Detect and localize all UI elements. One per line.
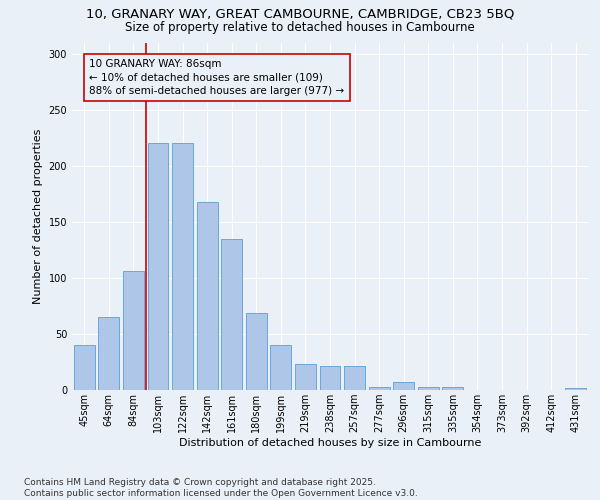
Bar <box>442 386 463 390</box>
Bar <box>221 238 242 390</box>
Bar <box>271 345 292 390</box>
Bar <box>123 271 144 390</box>
Bar <box>98 317 119 390</box>
Text: Contains HM Land Registry data © Crown copyright and database right 2025.
Contai: Contains HM Land Registry data © Crown c… <box>24 478 418 498</box>
Bar <box>320 366 340 390</box>
Bar <box>295 364 316 390</box>
Y-axis label: Number of detached properties: Number of detached properties <box>33 128 43 304</box>
Bar <box>344 366 365 390</box>
Bar <box>172 144 193 390</box>
X-axis label: Distribution of detached houses by size in Cambourne: Distribution of detached houses by size … <box>179 438 481 448</box>
Bar <box>246 312 267 390</box>
Text: Size of property relative to detached houses in Cambourne: Size of property relative to detached ho… <box>125 21 475 34</box>
Bar <box>418 386 439 390</box>
Text: 10 GRANARY WAY: 86sqm
← 10% of detached houses are smaller (109)
88% of semi-det: 10 GRANARY WAY: 86sqm ← 10% of detached … <box>89 60 344 96</box>
Bar <box>565 388 586 390</box>
Bar <box>368 386 389 390</box>
Bar <box>148 144 169 390</box>
Bar <box>393 382 414 390</box>
Text: 10, GRANARY WAY, GREAT CAMBOURNE, CAMBRIDGE, CB23 5BQ: 10, GRANARY WAY, GREAT CAMBOURNE, CAMBRI… <box>86 8 514 20</box>
Bar <box>74 345 95 390</box>
Bar <box>197 202 218 390</box>
